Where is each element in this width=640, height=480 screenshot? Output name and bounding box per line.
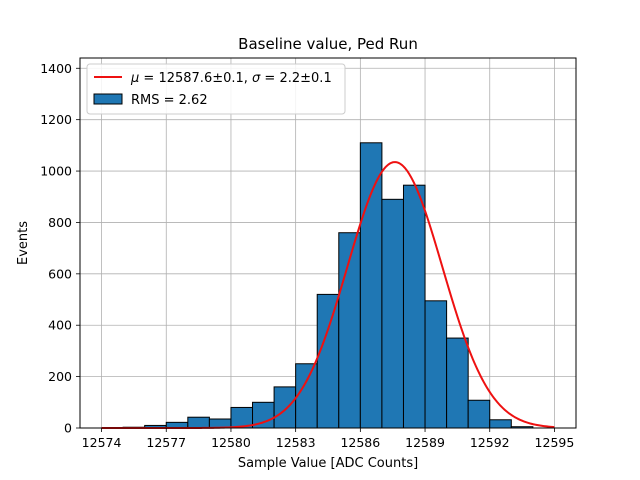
legend-box xyxy=(86,63,346,115)
y-tick-label: 0 xyxy=(64,421,72,436)
x-tick-label: 12592 xyxy=(470,435,510,450)
y-tick-label: 600 xyxy=(48,266,72,281)
histogram-bar xyxy=(467,399,491,429)
legend-fit-sigma: 2.2±0.1 xyxy=(279,71,331,86)
legend-histogram-label: RMS = 2.62 xyxy=(131,93,208,108)
y-tick-label: 1400 xyxy=(40,61,72,76)
histogram-bar xyxy=(359,142,383,429)
histogram-bar xyxy=(402,184,426,429)
histogram-bar xyxy=(424,300,448,429)
histogram-bars xyxy=(122,142,534,429)
histogram-bar xyxy=(187,416,210,429)
y-axis-label: Events xyxy=(16,221,31,265)
chart-title: Baseline value, Ped Run xyxy=(238,35,418,53)
y-tick-label: 1000 xyxy=(40,164,72,179)
histogram-bar xyxy=(446,337,469,429)
y-tick-label: 1200 xyxy=(40,112,72,127)
histogram-bar xyxy=(295,363,318,429)
histogram-bar xyxy=(381,198,404,429)
legend-histogram-swatch xyxy=(93,93,123,105)
y-tick-label: 400 xyxy=(48,318,72,333)
x-tick-label: 12589 xyxy=(405,435,445,450)
histogram-bar xyxy=(316,293,340,429)
x-tick-label: 12580 xyxy=(211,435,251,450)
histogram-bar xyxy=(489,419,512,429)
y-tick-label: 800 xyxy=(48,215,72,230)
x-axis-label: Sample Value [ADC Counts] xyxy=(238,456,418,471)
legend-fit-label: μ = 12587.6±0.1, σ = 2.2±0.1 xyxy=(130,71,332,86)
y-tick-label: 200 xyxy=(48,369,72,384)
legend: μ = 12587.6±0.1, σ = 2.2±0.1 RMS = 2.62 xyxy=(86,63,346,115)
x-tick-label: 12586 xyxy=(340,435,380,450)
plot-frame xyxy=(79,57,577,429)
axis-ticks: 12574 12577 12580 12583 12586 12589 12592 12595… xyxy=(40,61,574,450)
legend-fit-mu: 12587.6±0.1 xyxy=(158,71,243,86)
x-tick-label: 12574 xyxy=(82,435,122,450)
x-tick-label: 12577 xyxy=(146,435,186,450)
x-tick-label: 12595 xyxy=(535,435,575,450)
x-tick-label: 12583 xyxy=(276,435,316,450)
histogram-bar xyxy=(273,386,297,429)
